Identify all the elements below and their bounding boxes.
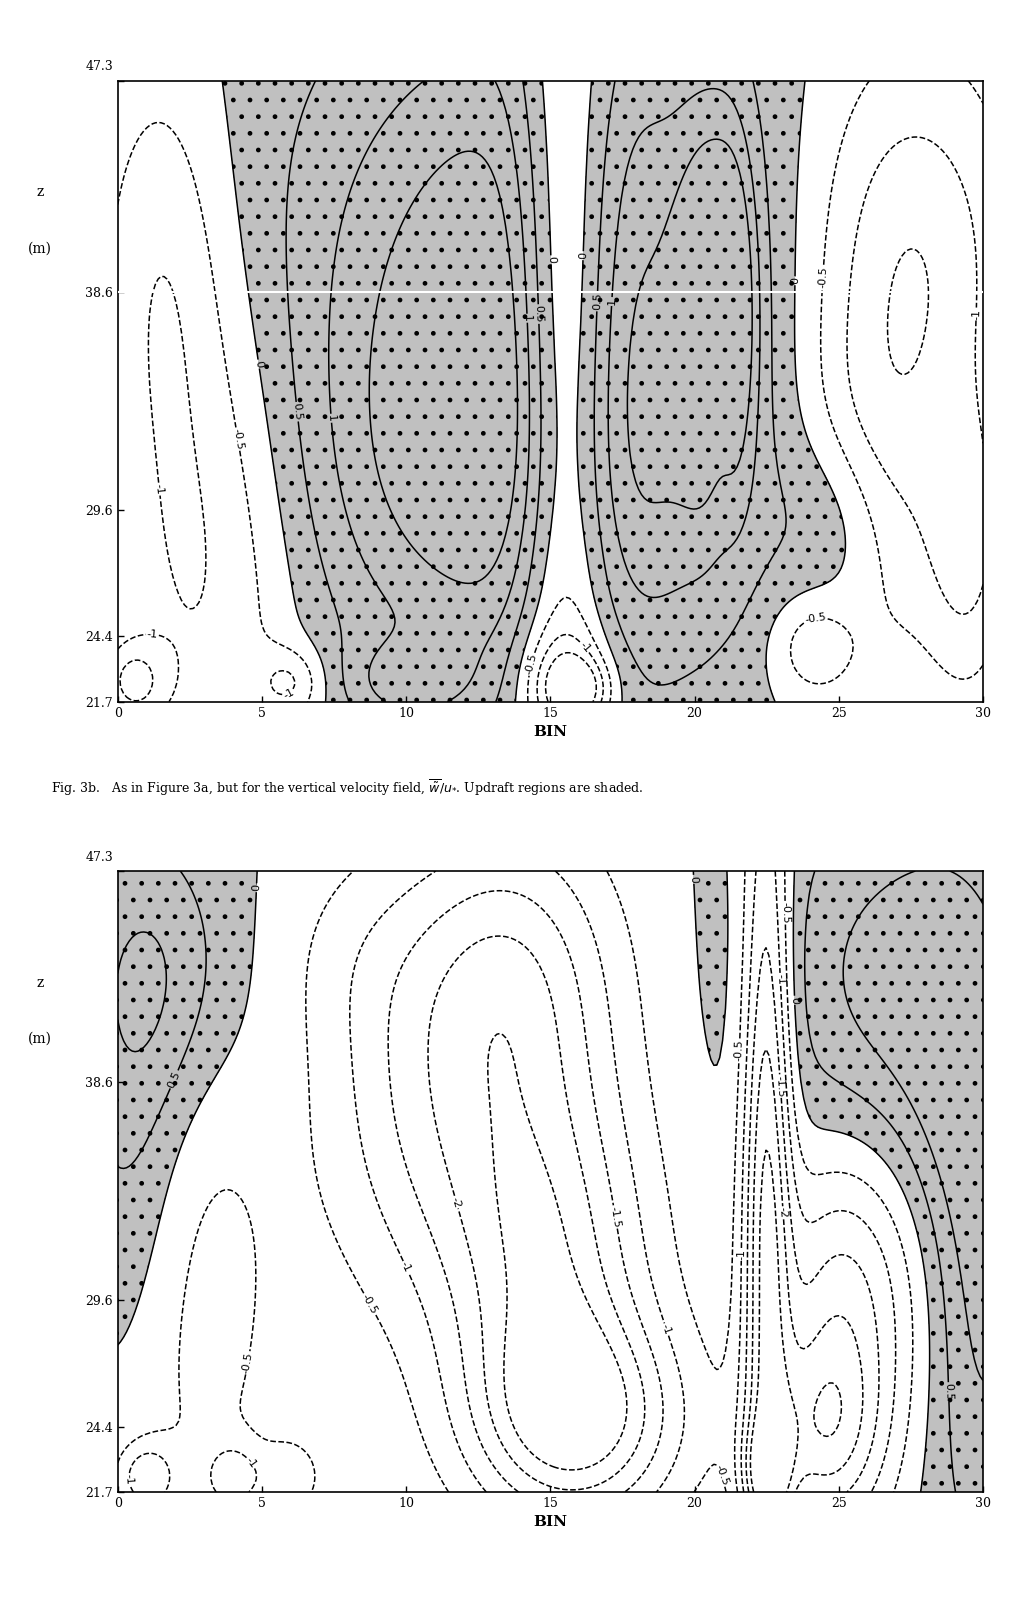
Text: 1: 1 bbox=[606, 298, 617, 305]
Text: -1: -1 bbox=[282, 687, 296, 700]
Text: 0.5: 0.5 bbox=[592, 292, 602, 311]
Text: 0.5: 0.5 bbox=[291, 403, 303, 421]
Text: -1.5: -1.5 bbox=[775, 1074, 786, 1097]
Text: -0.5: -0.5 bbox=[524, 652, 539, 676]
Text: -1: -1 bbox=[578, 640, 592, 655]
Text: -1: -1 bbox=[775, 974, 785, 986]
Text: -0.5: -0.5 bbox=[714, 1463, 730, 1487]
Text: 0.5: 0.5 bbox=[166, 1069, 182, 1089]
X-axis label: BIN: BIN bbox=[534, 726, 567, 739]
Text: -2: -2 bbox=[450, 1195, 463, 1208]
Text: -1.5: -1.5 bbox=[608, 1205, 622, 1229]
Text: 0.5: 0.5 bbox=[943, 1382, 954, 1402]
Text: z: z bbox=[36, 976, 43, 990]
Text: -1: -1 bbox=[399, 1260, 413, 1274]
Text: 0: 0 bbox=[546, 256, 556, 263]
Text: 0: 0 bbox=[688, 876, 698, 882]
Text: -0.5: -0.5 bbox=[241, 1352, 255, 1374]
Text: -2: -2 bbox=[778, 1207, 788, 1219]
Text: Fig. 3b.   As in Figure 3a, but for the vertical velocity field, $\overline{\til: Fig. 3b. As in Figure 3a, but for the ve… bbox=[51, 777, 644, 798]
Text: (m): (m) bbox=[28, 242, 52, 255]
Text: -1: -1 bbox=[736, 1248, 746, 1260]
Text: -0.5: -0.5 bbox=[231, 427, 245, 450]
Text: -1: -1 bbox=[124, 1474, 134, 1486]
Text: -0.5: -0.5 bbox=[780, 902, 791, 924]
Text: -1: -1 bbox=[971, 308, 981, 319]
Text: -1: -1 bbox=[660, 1323, 673, 1336]
Text: -0.5: -0.5 bbox=[734, 1039, 744, 1061]
Text: 0: 0 bbox=[790, 997, 800, 1003]
Text: -0.5: -0.5 bbox=[817, 266, 828, 287]
Text: -0.5: -0.5 bbox=[805, 611, 827, 624]
Text: 47.3: 47.3 bbox=[86, 850, 114, 863]
Text: 47.3: 47.3 bbox=[86, 60, 114, 73]
Text: -1: -1 bbox=[244, 1455, 258, 1469]
Text: 1: 1 bbox=[522, 315, 532, 323]
Text: -1: -1 bbox=[146, 629, 159, 640]
Text: 0: 0 bbox=[790, 277, 800, 284]
Text: 0: 0 bbox=[253, 360, 264, 368]
Text: 0: 0 bbox=[251, 884, 261, 892]
X-axis label: BIN: BIN bbox=[534, 1516, 567, 1529]
Text: -1: -1 bbox=[154, 482, 165, 495]
Text: 0: 0 bbox=[578, 252, 588, 260]
Text: 1: 1 bbox=[326, 415, 337, 423]
Text: 0.5: 0.5 bbox=[534, 305, 544, 323]
Text: -0.5: -0.5 bbox=[359, 1292, 379, 1316]
Text: z: z bbox=[36, 185, 43, 200]
Text: (m): (m) bbox=[28, 1032, 52, 1045]
